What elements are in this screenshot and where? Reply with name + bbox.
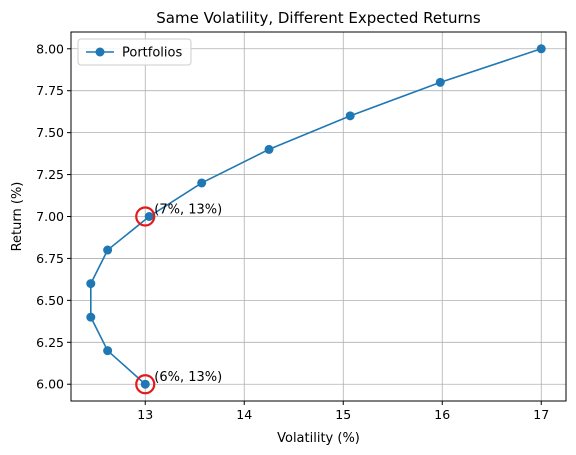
- data-point: [103, 245, 113, 255]
- legend-marker: [95, 47, 105, 57]
- annotation-group: (7%, 13%) (6%, 13%): [154, 203, 222, 386]
- data-point: [197, 178, 207, 188]
- y-tick-label: 7.00: [36, 209, 64, 224]
- data-point: [435, 77, 445, 87]
- x-tick-label: 14: [236, 407, 252, 422]
- data-points-group: [86, 44, 546, 389]
- data-point: [140, 379, 150, 389]
- x-tick-label: 13: [137, 407, 153, 422]
- y-tick-label: 7.25: [36, 167, 64, 182]
- data-point: [345, 111, 355, 121]
- y-axis-label: Return (%): [10, 182, 25, 252]
- data-point: [103, 346, 113, 356]
- highlight-group: [135, 206, 156, 395]
- chart-title: Same Volatility, Different Expected Retu…: [156, 9, 481, 27]
- data-point: [86, 279, 96, 289]
- legend-label: Portfolios: [122, 46, 182, 61]
- y-tick-label: 6.00: [36, 377, 64, 392]
- x-axis: 13 14 15 16 17: [137, 401, 549, 422]
- highlight-circle: [135, 206, 156, 227]
- data-point: [536, 44, 546, 54]
- y-tick-label: 6.50: [36, 293, 64, 308]
- data-point: [144, 212, 154, 221]
- x-tick-label: 17: [533, 407, 549, 422]
- x-tick-label: 15: [335, 407, 351, 422]
- y-tick-label: 6.25: [36, 335, 64, 350]
- annotation-label: (6%, 13%): [154, 370, 222, 385]
- y-tick-label: 7.50: [36, 125, 64, 140]
- legend-box: [77, 38, 192, 66]
- data-point: [86, 312, 96, 322]
- legend: Portfolios: [77, 38, 192, 66]
- y-tick-label: 8.00: [36, 41, 64, 56]
- y-tick-label: 6.75: [36, 251, 64, 266]
- highlight-circle: [135, 374, 156, 395]
- x-tick-label: 16: [434, 407, 450, 422]
- data-point: [264, 144, 274, 154]
- x-axis-label: Volatility (%): [277, 431, 360, 446]
- annotation-label: (7%, 13%): [154, 203, 222, 218]
- y-tick-label: 7.75: [36, 83, 64, 98]
- y-axis: 6.00 6.25 6.50 6.75 7.00 7.25 7.50 7.75 8.00: [36, 41, 71, 392]
